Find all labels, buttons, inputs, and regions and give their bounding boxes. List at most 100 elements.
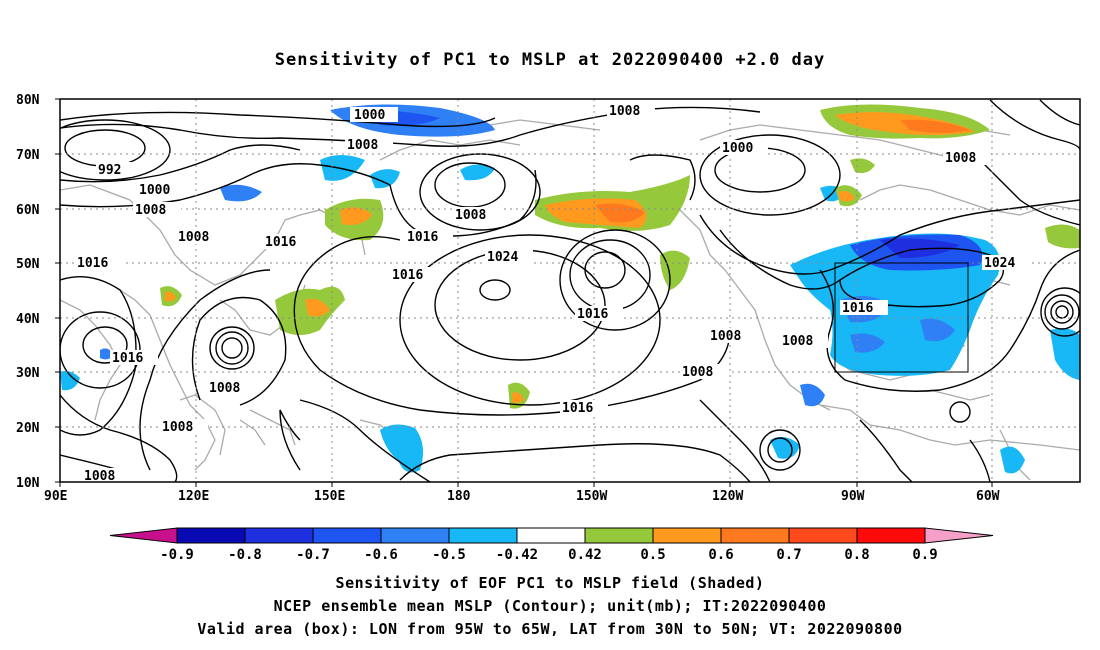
contour-label: 1016 [390,267,438,283]
contour-label: 1008 [780,333,828,349]
colorbar-label: 0.42 [568,547,602,563]
shade-neg [380,424,424,473]
map-frame [59,98,1081,483]
contour-label: 992 [96,162,132,178]
svg-text:1000: 1000 [354,108,385,123]
contour-label: 1008 [82,468,130,484]
contour-label: 1008 [176,229,224,245]
shade-neg [1000,446,1025,474]
colorbar-label: 0.7 [776,547,801,563]
lon-label: 90E [44,489,67,504]
shade-pos [1045,224,1080,249]
lon-label: 180 [447,489,471,504]
lat-label: 40N [16,312,40,327]
contour-label: 1008 [133,202,181,218]
colorbar-swatch [176,527,246,544]
contour-label: 1008 [453,207,501,223]
colorbar-swatch [584,527,654,544]
lat-label: 60N [16,203,40,218]
contour-label: 1016 [405,229,453,245]
contour-label: 1000 [350,107,398,123]
shade-pos [660,250,690,290]
svg-text:1008: 1008 [178,230,209,245]
svg-text:1016: 1016 [77,256,108,271]
svg-text:1000: 1000 [139,183,170,198]
contour-label: 1024 [485,249,533,265]
svg-text:1008: 1008 [135,203,166,218]
contour-label: 1016 [263,234,311,250]
colorbar-swatch [380,527,450,544]
shade-pos [165,291,176,302]
svg-text:992: 992 [98,163,121,178]
contour-label-layer: 1000 1008 1008 992 1000 1008 1008 1016 1… [75,103,1030,484]
contour-label: 1008 [160,419,208,435]
colorbar-swatch [856,527,926,544]
contour-label: 1016 [575,306,623,322]
contour-label: 1008 [680,364,728,380]
shade-neg [770,436,800,459]
svg-text:1016: 1016 [842,301,873,316]
svg-text:1008: 1008 [209,381,240,396]
contour-label: 1024 [982,255,1030,271]
lat-label: 50N [16,257,40,272]
lat-lon-grid [60,99,1080,482]
colorbar-label: -0.6 [364,547,398,563]
lon-label: 150E [314,489,345,504]
svg-text:1008: 1008 [347,138,378,153]
colorbar-label: 0.9 [912,547,937,563]
shade-pos [595,203,645,223]
lat-label: 10N [16,476,40,491]
contour-label: 1016 [560,400,608,416]
colorbar-arrow-high [924,527,994,544]
lon-label: 120E [178,489,209,504]
lon-label: 60W [976,489,1000,504]
colorbar-label: 0.8 [844,547,869,563]
svg-text:1008: 1008 [945,151,976,166]
shade-pos [512,392,524,404]
svg-text:1024: 1024 [487,250,518,265]
svg-text:1016: 1016 [562,401,593,416]
colorbar-swatch [244,527,314,544]
svg-text:1016: 1016 [407,230,438,245]
colorbar-swatch [788,527,858,544]
contour-label: 1000 [137,182,185,198]
svg-text:1008: 1008 [84,469,115,484]
contour-label: 1016 [75,255,123,271]
lon-label: 150W [576,489,607,504]
colorbar-swatch [652,527,722,544]
colorbar-label: -0.42 [496,547,538,563]
lat-label: 70N [16,148,40,163]
shade-neg [800,383,825,407]
colorbar-label: -0.8 [228,547,262,563]
contour-label: 1008 [345,137,393,153]
colorbar-swatch [516,527,586,544]
svg-text:1008: 1008 [162,420,193,435]
shade-pos [850,158,875,174]
caption-valid-area: Valid area (box): LON from 95W to 65W, L… [197,620,903,638]
colorbar-label: 0.5 [640,547,665,563]
shade-pos [900,119,970,133]
lon-label: 120W [712,489,743,504]
svg-text:1008: 1008 [609,104,640,119]
svg-text:1000: 1000 [722,141,753,156]
caption-contour: NCEP ensemble mean MSLP (Contour); unit(… [273,597,827,615]
shade-neg [920,318,955,342]
lon-axis [59,482,993,487]
svg-text:1016: 1016 [265,235,296,250]
colorbar-swatch [448,527,518,544]
valid-area-box [834,262,969,373]
colorbar-swatch [312,527,382,544]
lon-label: 90W [841,489,865,504]
map-plot-area: 1000 1008 1008 992 1000 1008 1008 1016 1… [60,99,1080,484]
shade-neg [60,370,80,391]
lat-label: 20N [16,421,40,436]
mslp-contours [60,99,1080,482]
svg-text:1016: 1016 [112,351,143,366]
shade-neg [850,333,885,353]
colorbar-label: 0.6 [708,547,733,563]
shade-neg [370,169,400,189]
colorbar-label: -0.9 [160,547,194,563]
svg-text:1008: 1008 [682,365,713,380]
lat-label: 80N [16,93,40,108]
